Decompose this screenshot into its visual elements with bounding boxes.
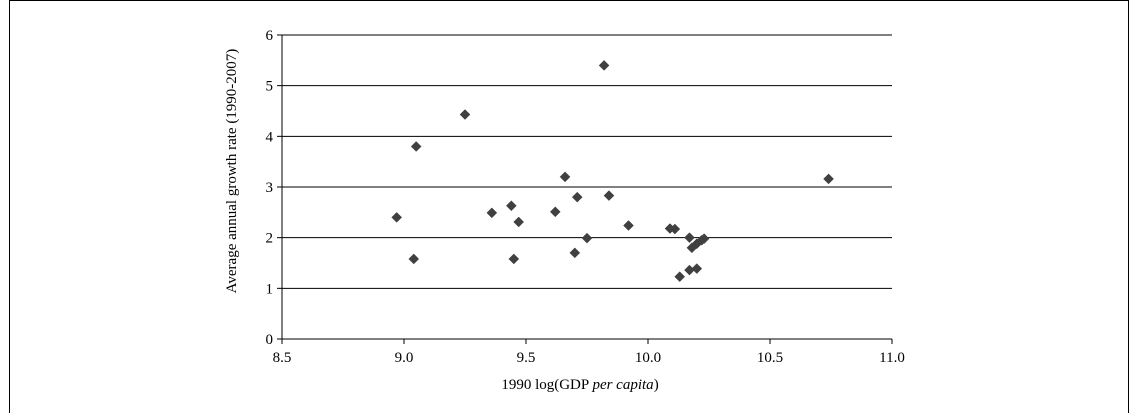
axes	[277, 34, 893, 344]
data-point	[691, 263, 703, 274]
x-tick-labels: 8.5 9.0 9.5 10.0 10.5 11.0	[273, 350, 905, 366]
y-tick-label: 5	[266, 79, 274, 95]
data-point	[569, 247, 581, 259]
data-point	[508, 253, 520, 265]
y-tick-label: 4	[266, 129, 274, 145]
x-axis-title-part: )	[654, 377, 659, 393]
x-tick-label: 9.0	[395, 350, 414, 366]
y-tick-label: 3	[266, 180, 274, 196]
x-tick-label: 11.0	[879, 350, 905, 366]
y-tick-labels: 0 1 2 3 4 5 6	[266, 28, 274, 348]
x-axis-title-italic: per capita	[591, 377, 653, 393]
data-point	[684, 232, 695, 244]
x-tick-label: 10.5	[757, 350, 783, 366]
data-point	[603, 190, 615, 201]
data-point	[674, 271, 686, 283]
data-point	[823, 173, 834, 185]
y-axis-title: Average annual growth rate (1990-2007)	[224, 49, 240, 294]
data-point	[410, 141, 422, 152]
x-tick-label: 10.0	[635, 350, 661, 366]
data-points	[391, 60, 834, 283]
y-tick-label: 0	[266, 332, 274, 348]
data-point	[598, 60, 610, 71]
data-point	[513, 216, 525, 228]
data-point	[698, 233, 710, 245]
y-tick-label: 1	[266, 281, 274, 297]
x-axis-title-part: 1990 log(GDP	[501, 377, 592, 393]
data-point	[669, 223, 681, 235]
data-point	[623, 220, 634, 231]
data-point	[486, 207, 498, 219]
data-point	[581, 232, 593, 244]
data-point	[408, 253, 420, 265]
data-point	[571, 191, 583, 203]
chart-frame	[9, 0, 1129, 413]
y-tick-label: 2	[266, 231, 274, 247]
gridlines	[282, 34, 892, 289]
x-tick-label: 8.5	[273, 350, 292, 366]
data-point	[459, 109, 471, 120]
data-point	[506, 200, 517, 212]
y-tick-label: 6	[266, 28, 274, 44]
data-point	[559, 171, 571, 183]
data-point	[391, 212, 403, 223]
data-point	[549, 206, 561, 218]
x-tick-label: 9.5	[517, 350, 536, 366]
x-axis-title: 1990 log(GDP per capita)	[501, 377, 658, 393]
